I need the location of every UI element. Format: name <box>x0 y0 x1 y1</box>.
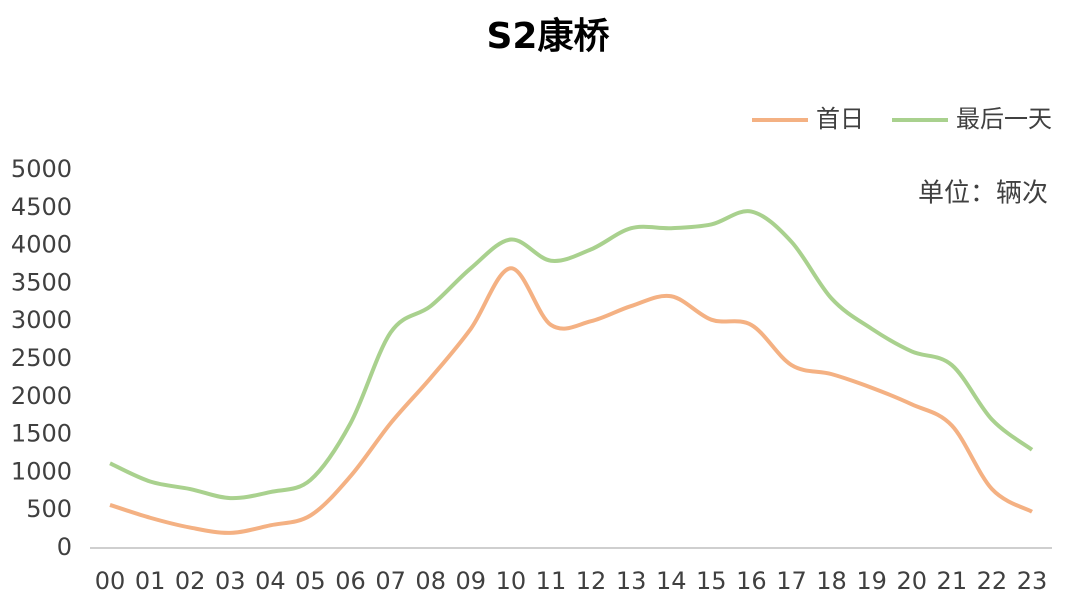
x-tick-label: 08 <box>415 567 446 595</box>
x-tick-label: 15 <box>696 567 727 595</box>
x-tick-label: 22 <box>977 567 1008 595</box>
x-tick-label: 03 <box>215 567 246 595</box>
x-tick-label: 20 <box>896 567 927 595</box>
legend-label: 最后一天 <box>956 105 1052 133</box>
y-tick-label: 2500 <box>11 344 72 372</box>
x-tick-label: 09 <box>456 567 487 595</box>
y-tick-label: 4000 <box>11 231 72 259</box>
x-tick-label: 18 <box>816 567 847 595</box>
y-tick-label: 3500 <box>11 268 72 296</box>
series-line <box>109 266 1033 535</box>
x-tick-label: 04 <box>255 567 286 595</box>
series-line <box>109 209 1034 501</box>
x-tick-label: 21 <box>937 567 968 595</box>
y-tick-label: 0 <box>57 533 72 561</box>
x-tick-label: 02 <box>175 567 206 595</box>
legend-label: 首日 <box>816 105 864 133</box>
y-tick-label: 1500 <box>11 420 72 448</box>
y-tick-label: 3000 <box>11 306 72 334</box>
x-tick-label: 19 <box>856 567 887 595</box>
x-tick-label: 07 <box>375 567 406 595</box>
x-tick-label: 17 <box>776 567 807 595</box>
x-tick-label: 01 <box>135 567 166 595</box>
y-tick-label: 1000 <box>11 457 72 485</box>
y-tick-label: 5000 <box>11 155 72 183</box>
y-tick-label: 4500 <box>11 193 72 221</box>
y-tick-label: 2000 <box>11 382 72 410</box>
x-tick-label: 05 <box>295 567 326 595</box>
x-tick-label: 10 <box>496 567 527 595</box>
y-tick-label: 500 <box>26 495 72 523</box>
x-tick-label: 14 <box>656 567 687 595</box>
x-tick-label: 12 <box>576 567 607 595</box>
x-tick-label: 00 <box>95 567 126 595</box>
x-tick-label: 06 <box>335 567 366 595</box>
x-tick-label: 23 <box>1017 567 1048 595</box>
x-tick-label: 13 <box>616 567 647 595</box>
x-tick-label: 16 <box>736 567 767 595</box>
x-tick-label: 11 <box>536 567 567 595</box>
chart-title: S2康桥 <box>487 15 610 57</box>
annotation: 单位：辆次 <box>918 179 1048 209</box>
